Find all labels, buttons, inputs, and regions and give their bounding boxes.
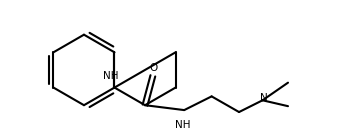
Text: NH: NH [103,71,118,81]
Text: N: N [259,93,267,103]
Text: O: O [150,63,158,73]
Text: NH: NH [176,120,191,130]
